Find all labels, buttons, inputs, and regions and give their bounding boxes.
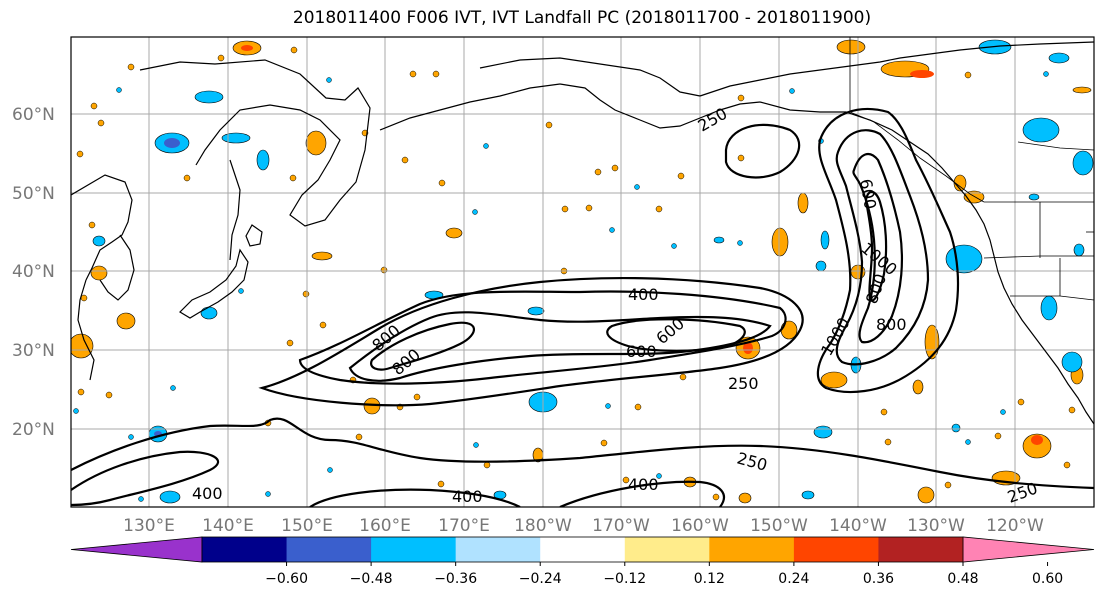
colorbar-tick-label: 0.24 <box>778 571 809 587</box>
lon-label: 140°W <box>829 516 887 536</box>
colorbar-tick-label: −0.60 <box>265 571 308 587</box>
map-frame <box>70 36 1095 508</box>
contour-label: 600 <box>626 342 657 361</box>
lon-label: 170°W <box>592 516 650 536</box>
lat-label: 30°N <box>12 341 55 361</box>
colorbar-segment <box>371 537 457 562</box>
lon-label: 160°W <box>671 516 729 536</box>
contour-label: 400 <box>628 285 659 304</box>
colorbar-tick-label: 0.36 <box>863 571 894 587</box>
map-title: 2018011400 F006 IVT, IVT Landfall PC (20… <box>292 8 872 28</box>
colorbar-tick-label: 0.12 <box>694 571 725 587</box>
colorbar-segment <box>878 537 964 562</box>
colorbar-segment <box>540 537 626 562</box>
colorbar-tick-label: −0.24 <box>519 571 562 587</box>
lon-label: 170°E <box>438 516 490 536</box>
colorbar-segment <box>624 537 710 562</box>
graticule <box>71 37 1094 507</box>
colorbar-segment <box>793 537 879 562</box>
colorbar-tick-label: −0.36 <box>434 571 477 587</box>
colorbar-tick-label: 0.60 <box>1032 571 1063 587</box>
colorbar-extend-high <box>962 536 1095 563</box>
lon-label: 120°W <box>986 516 1044 536</box>
colorbar-tick-label: −0.12 <box>603 571 646 587</box>
lon-label: 160°E <box>359 516 411 536</box>
colorbar-segment <box>455 537 541 562</box>
colorbar: −0.60 −0.48 −0.36 −0.24 −0.12 0.12 0.24 0.36 0.4… <box>70 536 1095 587</box>
colorbar-tick-label: 0.48 <box>947 571 978 587</box>
lat-label: 20°N <box>12 420 55 440</box>
lon-label: 180°W <box>514 516 572 536</box>
map-area <box>71 37 1094 507</box>
contour-label: 250 <box>728 374 759 393</box>
colorbar-segment <box>286 537 372 562</box>
lon-label: 130°W <box>907 516 965 536</box>
lon-label: 150°W <box>750 516 808 536</box>
contour-label: 800 <box>876 315 907 334</box>
lat-label: 40°N <box>12 262 55 282</box>
colorbar-tick-label: −0.48 <box>350 571 393 587</box>
longitude-axis: 130°E 140°E 150°E 160°E 170°E 180°W 170°… <box>123 516 1044 536</box>
lat-label: 60°N <box>12 105 55 125</box>
colorbar-segment <box>202 537 288 562</box>
colorbar-segment <box>709 537 795 562</box>
contour-label: 400 <box>452 487 483 506</box>
colorbar-extend-low <box>70 536 203 563</box>
colorbar-frame <box>201 536 964 563</box>
lon-label: 140°E <box>202 516 254 536</box>
latitude-axis: 60°N 50°N 40°N 30°N 20°N <box>12 105 55 440</box>
lat-label: 50°N <box>12 184 55 204</box>
contour-label: 400 <box>192 484 223 503</box>
lon-label: 150°E <box>281 516 333 536</box>
lon-label: 130°E <box>123 516 175 536</box>
political-borders <box>849 37 1094 301</box>
ivt-contours <box>71 108 1094 507</box>
contour-label: 400 <box>628 475 659 494</box>
